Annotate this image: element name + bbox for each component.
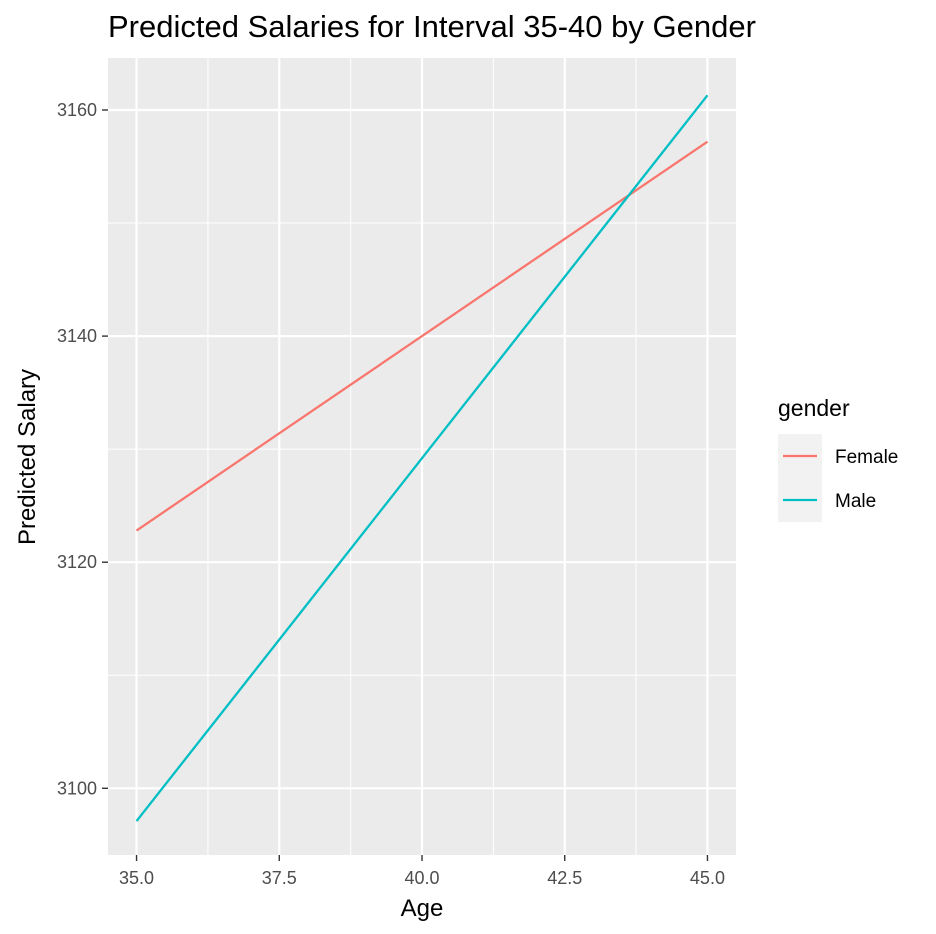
x-tick-label: 37.5 xyxy=(262,868,297,888)
y-axis: 3100 3120 3140 3160 xyxy=(57,100,108,798)
y-axis-title: Predicted Salary xyxy=(14,369,41,545)
x-axis: 35.0 37.5 40.0 42.5 45.0 xyxy=(119,855,725,888)
x-axis-title: Age xyxy=(401,895,444,922)
y-tick-label: 3100 xyxy=(57,778,97,798)
x-tick-label: 45.0 xyxy=(690,868,725,888)
legend-label-male: Male xyxy=(835,491,876,512)
x-tick-label: 35.0 xyxy=(119,868,154,888)
chart-title: Predicted Salaries for Interval 35-40 by… xyxy=(108,9,756,44)
legend: gender Female Male xyxy=(778,395,898,522)
x-tick-label: 42.5 xyxy=(547,868,582,888)
legend-label-female: Female xyxy=(835,447,898,468)
series-line-male xyxy=(135,94,709,822)
legend-items: Female Male xyxy=(778,434,898,522)
legend-title: gender xyxy=(778,395,850,421)
x-tick-label: 40.0 xyxy=(404,868,439,888)
y-tick-label: 3140 xyxy=(57,326,97,346)
y-tick-label: 3160 xyxy=(57,100,97,120)
series-lines xyxy=(135,94,709,822)
series-line-female xyxy=(135,140,709,532)
y-tick-label: 3120 xyxy=(57,552,97,572)
